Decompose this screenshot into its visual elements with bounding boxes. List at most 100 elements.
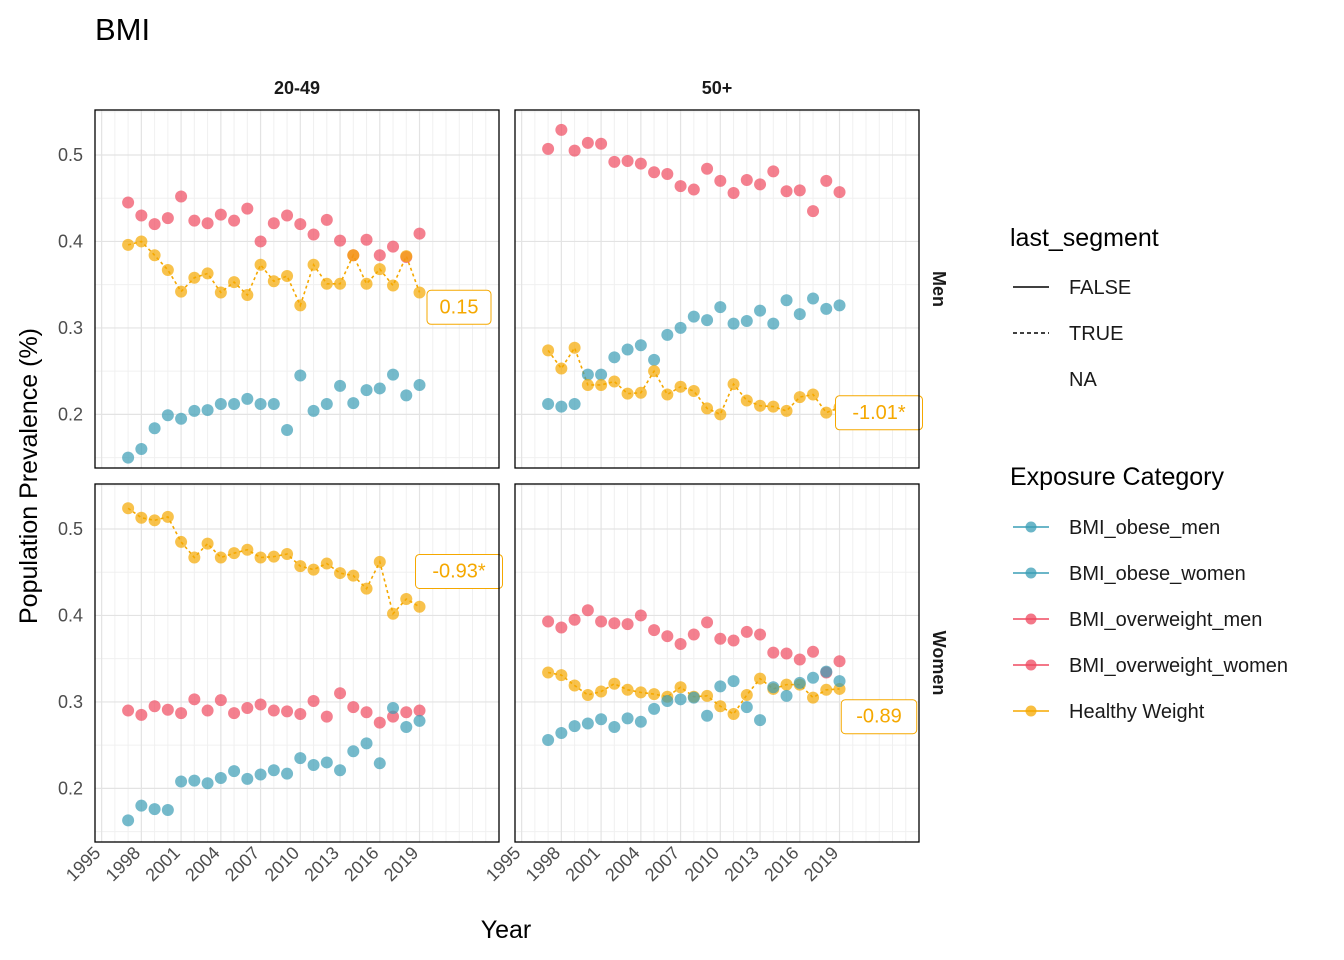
data-point bbox=[214, 208, 227, 221]
legend-key-point bbox=[1025, 567, 1037, 579]
x-tick-label: 2016 bbox=[760, 843, 802, 885]
x-axis-label: Year bbox=[481, 916, 532, 944]
y-tick-label: 0.2 bbox=[58, 778, 83, 798]
data-point bbox=[780, 647, 793, 660]
data-point bbox=[820, 174, 833, 187]
x-tick-label: 2013 bbox=[300, 843, 342, 885]
data-point bbox=[701, 709, 714, 722]
data-point bbox=[161, 212, 174, 225]
data-point bbox=[241, 701, 254, 714]
x-tick-label: 2019 bbox=[380, 843, 422, 885]
data-point bbox=[727, 708, 740, 721]
data-point bbox=[347, 701, 360, 714]
data-point bbox=[188, 693, 201, 706]
data-point bbox=[400, 706, 413, 719]
panel-50+-women: -0.89 bbox=[514, 483, 920, 843]
facet-panels: 0.15 -1.01* -0.93* -0.89 bbox=[94, 109, 923, 843]
data-point bbox=[307, 759, 320, 772]
data-point bbox=[727, 675, 740, 688]
y-tick-label: 0.4 bbox=[58, 605, 83, 625]
trend-annotation: -0.89 bbox=[856, 706, 902, 728]
series-BMI_obese_men bbox=[542, 292, 846, 413]
data-point bbox=[555, 727, 568, 740]
data-point bbox=[122, 704, 135, 717]
data-point bbox=[413, 286, 426, 299]
series-BMI_overweight_men bbox=[542, 123, 846, 218]
data-point bbox=[754, 399, 767, 412]
y-tick-label: 0.3 bbox=[58, 692, 83, 712]
data-point bbox=[767, 165, 780, 178]
data-point bbox=[581, 368, 594, 381]
series-BMI_overweight_women bbox=[122, 687, 426, 729]
data-point bbox=[754, 178, 767, 191]
data-point bbox=[634, 386, 647, 399]
data-point bbox=[135, 235, 148, 248]
series-BMI_overweight_women bbox=[542, 604, 846, 679]
data-point bbox=[294, 752, 307, 765]
data-point bbox=[188, 404, 201, 417]
facet-col-label: 20-49 bbox=[274, 78, 320, 98]
annotation-box bbox=[426, 289, 492, 325]
data-point bbox=[228, 765, 241, 778]
series-Healthy Weight bbox=[122, 235, 426, 312]
data-point bbox=[542, 142, 555, 155]
x-tick-label: 2016 bbox=[340, 843, 382, 885]
chart-title: BMI bbox=[95, 12, 150, 47]
data-point bbox=[281, 767, 294, 780]
data-point bbox=[674, 180, 687, 193]
data-point bbox=[727, 187, 740, 200]
data-point bbox=[281, 705, 294, 718]
data-point bbox=[387, 279, 400, 292]
data-point bbox=[334, 277, 347, 290]
annotation-box bbox=[840, 699, 918, 735]
x-tick-label: 2010 bbox=[261, 843, 303, 885]
legend-item-label: NA bbox=[1069, 369, 1097, 391]
data-point bbox=[267, 275, 280, 288]
data-point bbox=[360, 233, 373, 246]
data-point bbox=[581, 136, 594, 149]
data-point bbox=[294, 560, 307, 573]
data-point bbox=[161, 409, 174, 422]
data-point bbox=[373, 716, 386, 729]
data-point bbox=[807, 645, 820, 658]
data-point bbox=[122, 451, 135, 464]
data-point bbox=[201, 704, 214, 717]
data-point bbox=[648, 688, 661, 701]
data-point bbox=[793, 308, 806, 321]
data-point bbox=[727, 317, 740, 330]
data-point bbox=[767, 646, 780, 659]
data-point bbox=[780, 678, 793, 691]
y-tick-label: 0.2 bbox=[58, 404, 83, 424]
data-point bbox=[201, 267, 214, 280]
data-point bbox=[334, 764, 347, 777]
data-point bbox=[320, 277, 333, 290]
data-point bbox=[294, 369, 307, 382]
data-point bbox=[400, 389, 413, 402]
data-point bbox=[833, 186, 846, 199]
data-point bbox=[281, 548, 294, 561]
data-point bbox=[214, 551, 227, 564]
data-point bbox=[373, 757, 386, 770]
data-point bbox=[360, 384, 373, 397]
data-point bbox=[413, 378, 426, 391]
data-point bbox=[767, 317, 780, 330]
panel-border bbox=[514, 483, 920, 843]
data-point bbox=[373, 249, 386, 262]
data-point bbox=[360, 737, 373, 750]
data-point bbox=[674, 321, 687, 334]
data-point bbox=[413, 714, 426, 727]
data-point bbox=[188, 214, 201, 227]
data-point bbox=[201, 217, 214, 230]
data-point bbox=[648, 353, 661, 366]
data-point bbox=[595, 378, 608, 391]
data-point bbox=[214, 772, 227, 785]
y-tick-label: 0.5 bbox=[58, 145, 83, 165]
data-point bbox=[241, 772, 254, 785]
data-point bbox=[661, 167, 674, 180]
data-point bbox=[135, 708, 148, 721]
x-tick-label: 2007 bbox=[641, 843, 683, 885]
data-point bbox=[780, 689, 793, 702]
data-point bbox=[608, 617, 621, 630]
data-point bbox=[400, 720, 413, 733]
